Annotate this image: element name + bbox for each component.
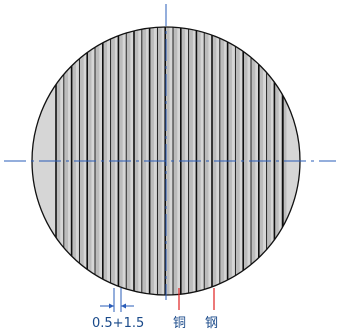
strip-fill <box>141 27 147 295</box>
strip-fill <box>204 27 209 295</box>
strip-fill <box>157 27 162 295</box>
strip-fill <box>165 27 170 295</box>
strip-fill <box>79 27 84 295</box>
strip-fill <box>126 27 131 295</box>
strip-fill <box>102 27 108 295</box>
steel-label: 钢 <box>205 316 218 331</box>
strip-fill <box>188 27 193 295</box>
dimension-label: 0.5+1.5 <box>92 316 144 331</box>
strip-fill <box>235 27 240 295</box>
strip-fill <box>95 27 100 295</box>
strip-fill <box>110 27 115 295</box>
dimension-marker <box>100 288 134 312</box>
strip-fill <box>63 27 69 295</box>
strip-fill <box>219 27 225 295</box>
copper-label: 铜 <box>173 316 186 331</box>
strip-fill <box>71 27 76 295</box>
strip-fill <box>173 27 178 295</box>
strip-fill <box>266 27 271 295</box>
strip-fill <box>243 27 248 295</box>
